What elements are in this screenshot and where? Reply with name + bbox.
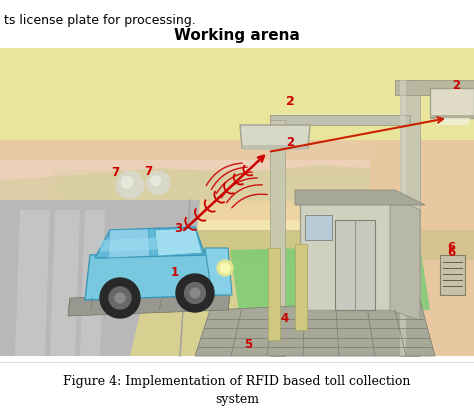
Polygon shape bbox=[400, 80, 406, 356]
Text: 3: 3 bbox=[174, 222, 182, 234]
Polygon shape bbox=[50, 170, 420, 185]
Polygon shape bbox=[160, 230, 474, 260]
Text: 1: 1 bbox=[171, 265, 179, 279]
Circle shape bbox=[151, 176, 160, 185]
Polygon shape bbox=[270, 120, 285, 356]
Circle shape bbox=[146, 171, 170, 195]
Polygon shape bbox=[0, 200, 474, 280]
Circle shape bbox=[115, 293, 125, 303]
Circle shape bbox=[217, 260, 233, 276]
Text: Working arena: Working arena bbox=[174, 28, 300, 43]
Text: ts license plate for processing.: ts license plate for processing. bbox=[4, 14, 196, 27]
Polygon shape bbox=[50, 185, 420, 195]
Polygon shape bbox=[395, 80, 474, 95]
Polygon shape bbox=[50, 195, 420, 205]
Polygon shape bbox=[435, 118, 470, 125]
Text: Figure 4: Implementation of RFID based toll collection: Figure 4: Implementation of RFID based t… bbox=[64, 375, 410, 388]
Polygon shape bbox=[108, 229, 150, 258]
Polygon shape bbox=[0, 48, 474, 160]
Circle shape bbox=[122, 177, 133, 188]
Polygon shape bbox=[390, 195, 420, 320]
Polygon shape bbox=[0, 48, 474, 356]
Circle shape bbox=[116, 171, 144, 199]
Text: 4: 4 bbox=[281, 311, 289, 325]
Polygon shape bbox=[430, 88, 474, 118]
Bar bbox=[0, 362, 474, 412]
Polygon shape bbox=[0, 140, 474, 220]
Polygon shape bbox=[15, 210, 50, 356]
Polygon shape bbox=[80, 210, 105, 356]
Polygon shape bbox=[95, 227, 205, 258]
Polygon shape bbox=[240, 125, 310, 148]
Polygon shape bbox=[205, 248, 232, 295]
Circle shape bbox=[100, 278, 140, 318]
Polygon shape bbox=[0, 200, 200, 356]
Polygon shape bbox=[400, 80, 420, 356]
Polygon shape bbox=[430, 115, 474, 118]
Text: 6: 6 bbox=[447, 242, 455, 252]
Polygon shape bbox=[68, 292, 230, 316]
Polygon shape bbox=[295, 190, 425, 205]
Polygon shape bbox=[295, 244, 307, 330]
Polygon shape bbox=[0, 165, 474, 200]
Text: 7: 7 bbox=[144, 164, 152, 178]
Polygon shape bbox=[440, 255, 465, 295]
Polygon shape bbox=[300, 195, 390, 310]
Circle shape bbox=[184, 283, 205, 304]
Polygon shape bbox=[130, 230, 474, 356]
Polygon shape bbox=[370, 140, 474, 356]
Polygon shape bbox=[50, 210, 80, 356]
Text: 7: 7 bbox=[111, 166, 119, 178]
Text: 2: 2 bbox=[286, 95, 294, 108]
Polygon shape bbox=[85, 250, 220, 300]
Polygon shape bbox=[195, 300, 435, 356]
Polygon shape bbox=[268, 248, 280, 340]
Polygon shape bbox=[242, 145, 308, 150]
Polygon shape bbox=[100, 236, 193, 252]
Circle shape bbox=[220, 263, 230, 273]
Text: system: system bbox=[215, 393, 259, 406]
Polygon shape bbox=[335, 220, 375, 310]
Circle shape bbox=[176, 274, 214, 312]
Text: 2: 2 bbox=[452, 79, 460, 91]
Circle shape bbox=[190, 288, 200, 298]
Polygon shape bbox=[155, 228, 202, 256]
Polygon shape bbox=[230, 245, 430, 318]
Polygon shape bbox=[305, 215, 332, 240]
Text: 5: 5 bbox=[244, 339, 252, 351]
Polygon shape bbox=[270, 115, 410, 125]
Text: 6: 6 bbox=[447, 246, 455, 258]
Circle shape bbox=[109, 287, 131, 309]
Text: 2: 2 bbox=[286, 136, 294, 148]
